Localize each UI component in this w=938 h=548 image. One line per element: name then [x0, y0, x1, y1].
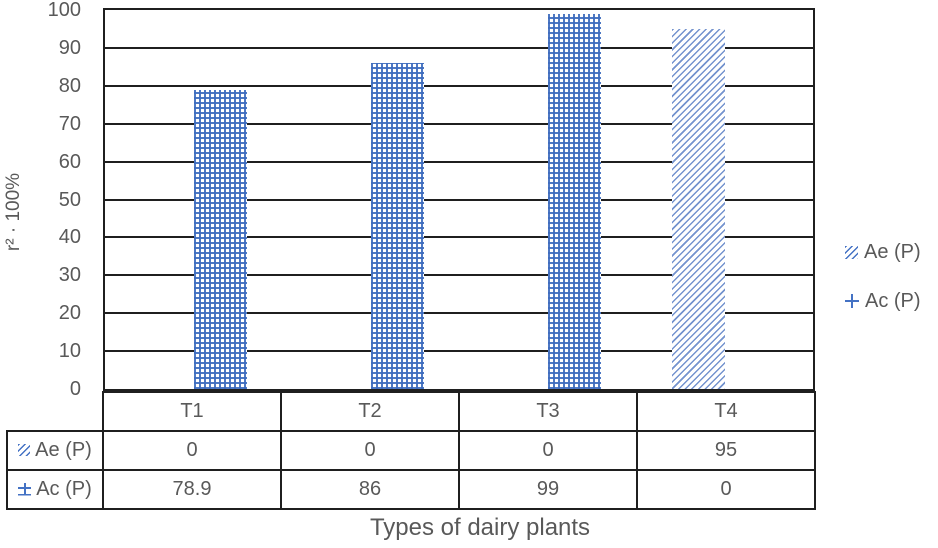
y-tick-label-40: 40: [58, 226, 81, 249]
gridline-y-40: [105, 236, 813, 239]
table-cell-ae-t3: 0: [458, 430, 638, 471]
table-header-row: T1 T2 T3 T4: [7, 391, 816, 432]
bar-acp-t1: [193, 89, 247, 389]
table-cell-ac-t2: 86: [280, 469, 460, 510]
y-tick-label-50: 50: [58, 188, 81, 211]
table-column-header-t1: T1: [102, 391, 282, 432]
table-row-header-ae: Ae (P): [6, 430, 104, 471]
legend-entry-ac: Ac (P): [845, 288, 921, 314]
table-cell-ae-t4: 95: [636, 430, 816, 471]
y-tick-label-20: 20: [58, 302, 81, 325]
table-corner-cell: [7, 392, 103, 431]
bar-acp-t3: [547, 13, 601, 389]
y-axis: 0 10 20 30 40 50 60 70 80 90 100: [0, 0, 81, 399]
plus-marker-key-icon: [18, 482, 32, 496]
table-row-ae: Ae (P) 0 0 0 95: [6, 430, 816, 471]
plus-marker-swatch-icon: [845, 294, 859, 308]
table-cell-ac-t4: 0: [636, 469, 816, 510]
y-tick-label-90: 90: [58, 36, 81, 59]
gridline-y-60: [105, 160, 813, 163]
y-tick-label-60: 60: [58, 150, 81, 173]
bar-aep-t4: [671, 28, 725, 389]
x-axis-title: Types of dairy plants: [369, 514, 591, 541]
table-cell-ac-t3: 99: [458, 469, 638, 510]
gridline-y-90: [105, 46, 813, 49]
data-table: T1 T2 T3 T4 Ae (P) 0 0 0 95 Ac (P): [6, 391, 816, 510]
y-tick-label-70: 70: [58, 112, 81, 135]
table-row-label-ac: Ac (P): [36, 477, 92, 500]
table-column-header-t3: T3: [458, 391, 638, 432]
y-tick-label-0: 0: [69, 378, 81, 400]
gridline-y-20: [105, 312, 813, 315]
table-cell-ac-t1: 78.9: [102, 469, 282, 510]
y-tick-label-10: 10: [58, 340, 81, 363]
legend-label-ae: Ae (P): [864, 240, 921, 263]
table-column-header-t4: T4: [636, 391, 816, 432]
y-tick-label-100: 100: [47, 0, 81, 21]
plot-area: [103, 8, 815, 391]
table-cell-ae-t2: 0: [280, 430, 460, 471]
table-row-ac: Ac (P) 78.9 86 99 0: [6, 469, 816, 510]
bar-acp-t2: [370, 63, 424, 389]
diagonal-hatch-swatch-icon: [845, 245, 858, 259]
gridline-y-50: [105, 198, 813, 201]
legend: Ae (P) Ac (P): [845, 239, 921, 337]
gridline-y-70: [105, 122, 813, 125]
table-row-label-ae: Ae (P): [35, 438, 92, 461]
legend-entry-ae: Ae (P): [845, 239, 921, 265]
gridline-y-30: [105, 274, 813, 277]
diagonal-hatch-key-icon: [18, 444, 31, 457]
legend-label-ac: Ac (P): [865, 289, 921, 312]
gridline-y-80: [105, 84, 813, 87]
table-row-header-ac: Ac (P): [6, 469, 104, 510]
y-tick-label-30: 30: [58, 264, 81, 287]
y-tick-label-80: 80: [58, 74, 81, 97]
table-column-header-t2: T2: [280, 391, 460, 432]
gridline-y-10: [105, 350, 813, 353]
table-cell-ae-t1: 0: [102, 430, 282, 471]
